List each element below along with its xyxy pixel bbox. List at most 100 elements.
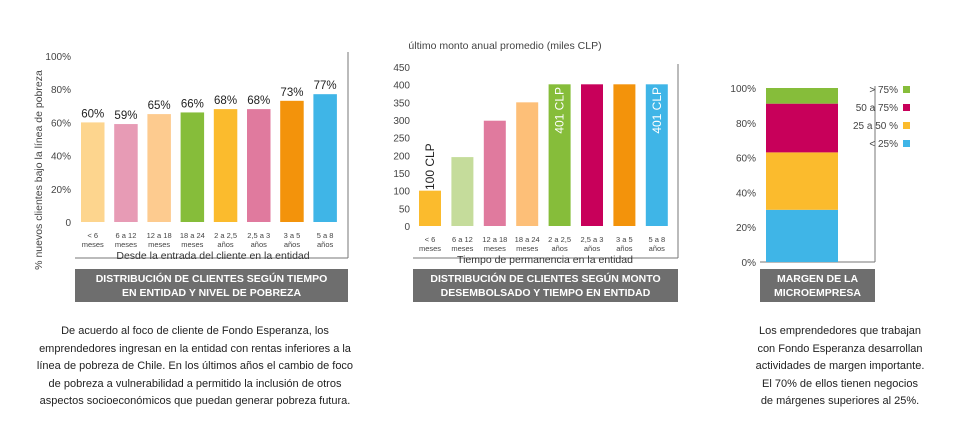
chart1-bar xyxy=(247,109,271,222)
chart1-xtick-label: meses xyxy=(148,240,170,249)
chart1-xtick-label: < 6 xyxy=(87,231,98,240)
chart3-ytick-label: 0% xyxy=(742,258,757,269)
chart1-xtick-label: años xyxy=(217,240,234,249)
chart3-stack-segment xyxy=(766,88,838,104)
chart1-ytick-label: 80% xyxy=(51,85,71,96)
chart1-xtick-label: 6 a 12 xyxy=(116,231,137,240)
chart1-bar xyxy=(180,112,205,222)
chart3-ytick-label: 60% xyxy=(736,154,756,165)
chart2-xaxis-label: Tiempo de permanencia en la entidad xyxy=(457,254,633,266)
chart2-xtick-label: años xyxy=(649,244,666,253)
chart3-legend-swatch xyxy=(903,122,910,129)
chart2-xtick-label: 3 a 5 xyxy=(616,235,633,244)
banner-chart1-text: DISTRIBUCIÓN DE CLIENTES SEGÚN TIEMPO EN… xyxy=(95,272,328,299)
chart1-yaxis-label: % nuevos clientes bajo la línea de pobre… xyxy=(33,70,45,270)
chart2-xtick-label: meses xyxy=(516,244,538,253)
chart1-bar xyxy=(81,122,105,222)
chart1-data-label: 59% xyxy=(114,110,137,122)
banner-chart3-text: MARGEN DE LA MICROEMPRESA xyxy=(774,272,861,299)
chart2-bar xyxy=(548,84,571,227)
chart3-legend-swatch xyxy=(903,86,910,93)
chart1-xaxis-label: Desde la entrada del cliente en la entid… xyxy=(116,250,309,262)
chart3-legend-swatch xyxy=(903,104,910,111)
chart2-xtick-label: meses xyxy=(451,244,473,253)
chart3-legend-label: < 25% xyxy=(869,139,898,150)
chart1-ytick-label: 100% xyxy=(45,52,71,63)
chart3-stack-segment xyxy=(766,209,838,262)
chart1-xtick-label: 12 a 18 xyxy=(147,231,172,240)
chart2-xtick-label: 18 a 24 xyxy=(515,235,540,244)
banner-chart2: DISTRIBUCIÓN DE CLIENTES SEGÚN MONTO DES… xyxy=(413,269,678,302)
banner-chart3: MARGEN DE LA MICROEMPRESA xyxy=(760,269,875,302)
chart1-xtick-label: 18 a 24 xyxy=(180,231,205,240)
chart2-ytick-label: 250 xyxy=(393,134,410,145)
chart1-bar xyxy=(213,109,238,222)
chart3-stack-segment xyxy=(766,152,838,210)
caption-right: Los emprendedores que trabajan con Fondo… xyxy=(720,323,960,411)
chart2-title: último monto anual promedio (miles CLP) xyxy=(408,40,601,52)
caption-right-line: actividades de margen importante. xyxy=(755,360,925,372)
chart2-ytick-label: 200 xyxy=(393,151,410,162)
chart2-xtick-label: años xyxy=(551,244,568,253)
chart2-xtick-label: < 6 xyxy=(425,235,436,244)
chart1-data-label: 77% xyxy=(314,80,337,92)
chart3-ytick-label: 100% xyxy=(730,84,756,95)
caption-right-line: con Fondo Esperanza desarrollan xyxy=(757,342,923,355)
chart2-xtick-label: 2,5 a 3 xyxy=(581,235,604,244)
caption-left-line: de pobreza a vulnerabilidad a permitido … xyxy=(48,377,342,390)
chart2-xtick-label: años xyxy=(616,244,633,253)
chart1-data-label: 65% xyxy=(148,100,171,112)
chart1-data-label: 68% xyxy=(214,95,237,107)
chart1-bar xyxy=(280,100,304,222)
chart1-xtick-label: meses xyxy=(82,240,104,249)
chart2-ytick-label: 100 xyxy=(393,187,410,198)
chart1-xtick-label: meses xyxy=(181,240,203,249)
chart2-ytick-label: 400 xyxy=(393,81,410,92)
caption-right-line: El 70% de ellos tienen negocios xyxy=(762,377,918,390)
chart2-ytick-label: 300 xyxy=(393,116,410,127)
chart1-data-label: 60% xyxy=(81,108,104,120)
chart1-ytick-label: 20% xyxy=(51,185,71,196)
chart2-ytick-label: 150 xyxy=(393,169,410,180)
chart2-data-label: 100 CLP xyxy=(423,143,437,190)
chart1-bar xyxy=(114,124,138,222)
chart1-ytick-label: 40% xyxy=(51,152,71,163)
chart2-bar xyxy=(451,157,474,226)
chart1-xtick-label: 2,5 a 3 xyxy=(247,231,270,240)
chart2-xtick-label: meses xyxy=(484,244,506,253)
chart2-ytick-label: 50 xyxy=(399,204,411,215)
chart3-ytick-label: 20% xyxy=(736,223,756,234)
chart2-ytick-label: 0 xyxy=(404,222,410,233)
chart1-xtick-label: meses xyxy=(115,240,137,249)
chart3-legend-label: 25 a 50 % xyxy=(853,121,898,132)
caption-left-line: línea de pobreza de Chile. En los último… xyxy=(36,360,354,372)
chart2-bar xyxy=(419,190,441,226)
chart2-xtick-label: 6 a 12 xyxy=(452,235,473,244)
caption-right-line: Los emprendedores que trabajan xyxy=(758,325,922,337)
chart2-xtick-label: 2 a 2,5 xyxy=(548,235,571,244)
chart3-ytick-label: 80% xyxy=(736,119,756,130)
chart1-xtick-label: 3 a 5 xyxy=(284,231,301,240)
chart3-legend-label: 50 a 75% xyxy=(856,103,898,114)
caption-left: De acuerdo al foco de cliente de Fondo E… xyxy=(25,323,365,411)
chart3-ytick-label: 40% xyxy=(736,188,756,199)
chart2-xtick-label: 12 a 18 xyxy=(482,235,507,244)
chart2-bar xyxy=(613,84,636,227)
chart1-ytick-label: 0 xyxy=(65,218,71,229)
chart1-bar xyxy=(147,114,171,222)
banner-chart2-text: DISTRIBUCIÓN DE CLIENTES SEGÚN MONTO DES… xyxy=(430,272,661,299)
chart2-xtick-label: 5 a 8 xyxy=(648,235,665,244)
chart1-xtick-label: 5 a 8 xyxy=(317,231,334,240)
chart1-xtick-label: años xyxy=(251,240,268,249)
chart2-bar xyxy=(516,102,539,226)
chart2-bar xyxy=(645,84,668,227)
chart1-ytick-label: 60% xyxy=(51,118,71,129)
caption-left-line: emprendedores ingresan en la entidad con… xyxy=(39,342,351,355)
banner-chart1: DISTRIBUCIÓN DE CLIENTES SEGÚN TIEMPO EN… xyxy=(75,269,348,302)
chart2-ytick-label: 350 xyxy=(393,98,410,109)
chart2-data-label: 401 CLP xyxy=(650,87,664,134)
caption-right-line: de márgenes superiores al 25%. xyxy=(760,395,920,407)
chart1-xtick-label: años xyxy=(317,240,334,249)
chart1-data-label: 66% xyxy=(181,98,204,110)
